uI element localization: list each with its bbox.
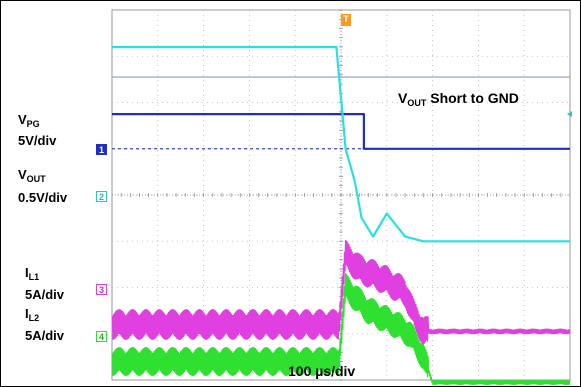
vpg-label: VPG <box>18 112 40 129</box>
il2-label: IL2 <box>25 306 40 323</box>
reference-lines <box>112 76 570 150</box>
timebase-label: 100 µs/div <box>288 363 356 379</box>
traces <box>111 45 571 386</box>
short-annotation: VOUT Short to GND <box>398 90 519 108</box>
trace-channel-2 <box>112 45 570 243</box>
vout-label: VOUT <box>18 167 46 184</box>
trace-channel-4 <box>111 273 571 386</box>
vout-scale-label: 0.5V/div <box>18 190 68 205</box>
il2-scale-label: 5A/div <box>25 328 65 343</box>
vpg-scale-label: 5V/div <box>18 133 57 148</box>
channel-1-marker: 1 <box>96 144 107 155</box>
channel-2-marker: 2 <box>96 191 107 202</box>
trace-channel-1 <box>112 112 570 150</box>
channel-3-marker: 3 <box>96 284 107 295</box>
il1-label: IL1 <box>25 265 40 282</box>
channel-4-marker: 4 <box>96 331 107 342</box>
trigger-level-arrow-icon <box>567 111 572 117</box>
trace-channel-3 <box>111 239 571 345</box>
il1-scale-label: 5A/div <box>25 287 65 302</box>
trigger-marker: T <box>341 14 351 26</box>
